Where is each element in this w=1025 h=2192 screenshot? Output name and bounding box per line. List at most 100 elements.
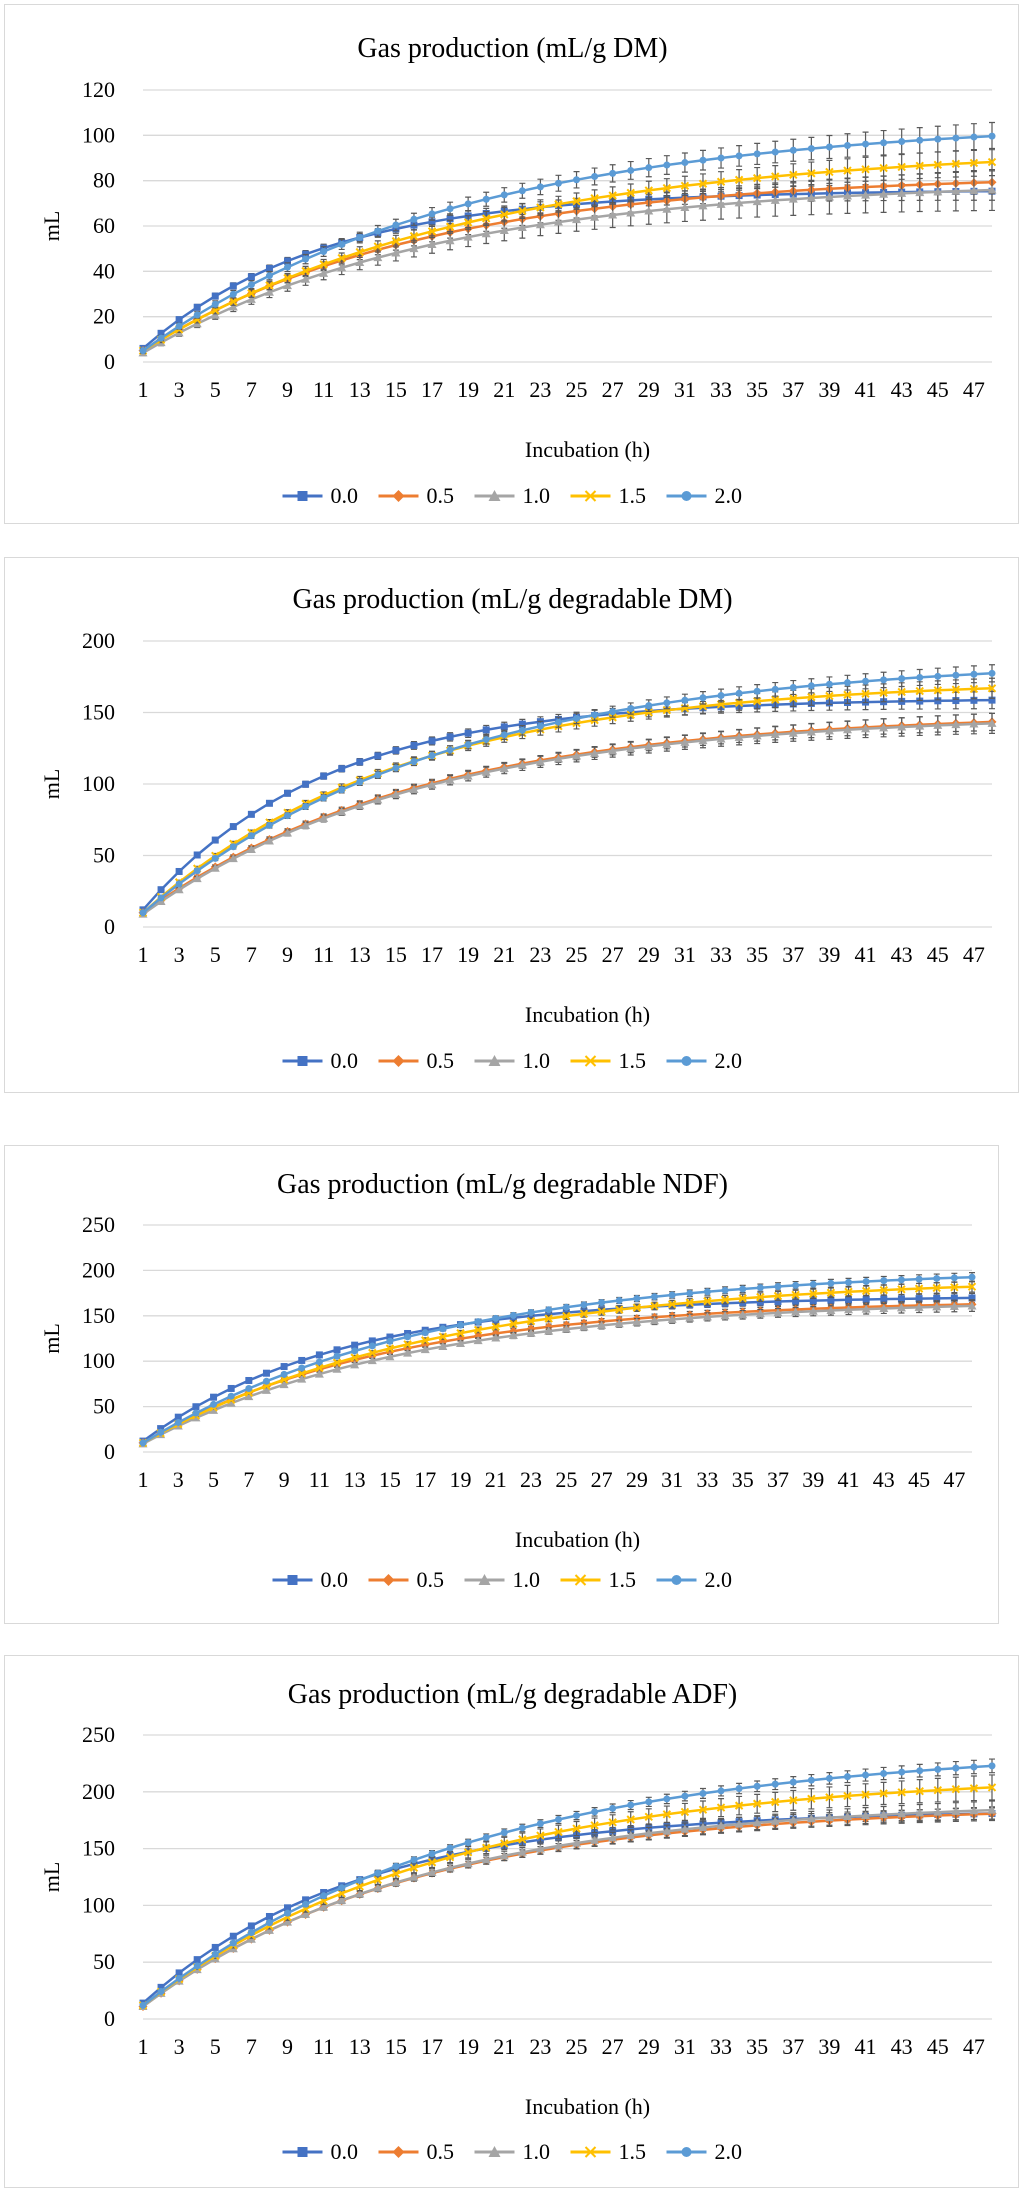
data-point [499, 763, 509, 772]
data-point [283, 281, 293, 290]
legend-label: 1.5 [619, 483, 647, 508]
x-tick-label: 5 [210, 942, 221, 967]
data-point [210, 1400, 218, 1408]
chart-panel-2: Gas production (mL/g degradable DM) 0 50 10… [4, 557, 1019, 1093]
x-tick-label: 9 [282, 2034, 293, 2059]
y-tick-label: 50 [93, 1949, 115, 1974]
data-point [302, 1896, 310, 1904]
data-point [446, 215, 454, 223]
series-1.5 [138, 1774, 997, 2010]
data-point [770, 195, 780, 204]
data-point [332, 1364, 342, 1373]
data-point [373, 1875, 383, 1885]
data-point [897, 687, 906, 697]
data-point [827, 1296, 835, 1304]
data-point [175, 316, 183, 324]
data-point [428, 752, 436, 760]
data-point [264, 287, 274, 296]
x-tick-label: 1 [138, 377, 149, 402]
legend-label: 0.5 [427, 2139, 455, 2164]
x-tick-label: 43 [891, 377, 913, 402]
x-tick-label: 33 [710, 377, 732, 402]
data-point [789, 694, 798, 703]
data-point [279, 1380, 289, 1389]
data-point [211, 300, 219, 308]
data-point [573, 714, 581, 722]
data-point [662, 1810, 672, 1819]
data-point [368, 1348, 377, 1358]
x-tick-label: 25 [566, 942, 588, 967]
data-point [368, 1342, 376, 1350]
x-tick-label: 3 [173, 1467, 184, 1492]
x-tick-label: 35 [746, 377, 768, 402]
y-tick-label: 20 [93, 304, 115, 329]
data-point [245, 1376, 253, 1384]
data-point [446, 205, 454, 213]
data-point [934, 1765, 942, 1773]
data-point [861, 1304, 871, 1313]
series-line [142, 1808, 993, 2008]
data-point [211, 1950, 219, 1958]
data-point [969, 684, 979, 694]
data-point [897, 1285, 906, 1294]
data-point [703, 1296, 712, 1306]
data-point [509, 1311, 517, 1319]
legend-marker [681, 1056, 692, 1066]
data-point [157, 894, 165, 902]
legend-label: 0.0 [331, 483, 359, 508]
data-point [933, 187, 943, 196]
data-point [573, 176, 581, 184]
data-point [351, 1341, 359, 1349]
data-point [473, 1325, 483, 1335]
legend-marker [584, 1055, 597, 1067]
y-tick-label: 0 [104, 349, 115, 374]
data-point [554, 200, 563, 209]
legend-label: 1.5 [619, 2139, 647, 2164]
data-point [410, 758, 418, 766]
x-axis-label: Incubation (h) [525, 437, 650, 462]
data-point [409, 244, 419, 253]
data-point [879, 1810, 889, 1819]
x-tick-label: 47 [943, 1467, 965, 1492]
data-point [752, 173, 762, 183]
data-point [572, 751, 582, 760]
data-point [464, 200, 472, 208]
data-point [897, 1788, 906, 1797]
data-point [950, 1283, 959, 1292]
data-point [717, 1787, 725, 1795]
data-point [246, 844, 256, 853]
data-point [210, 1393, 218, 1401]
data-point [680, 737, 690, 746]
data-point [771, 1780, 779, 1788]
data-point [952, 1764, 960, 1772]
data-point [880, 139, 888, 147]
data-point [897, 1809, 907, 1818]
data-point [554, 718, 562, 726]
data-point [608, 746, 618, 755]
data-point [284, 257, 292, 265]
data-point [685, 1298, 694, 1307]
x-tick-label: 27 [602, 942, 624, 967]
data-point [482, 726, 490, 734]
data-point [315, 1358, 323, 1366]
data-point [427, 1858, 437, 1867]
legend-label: 1.0 [523, 1048, 551, 1073]
data-point [301, 820, 311, 829]
data-point [297, 1369, 306, 1378]
x-tick-label: 31 [674, 942, 696, 967]
data-point [615, 1305, 624, 1314]
data-point [227, 1384, 235, 1392]
data-point [752, 1818, 762, 1827]
data-point [663, 1795, 671, 1803]
series-line [142, 1764, 993, 2007]
data-point [662, 739, 672, 748]
y-tick-label: 40 [93, 258, 115, 283]
y-tick-label: 200 [82, 1779, 115, 1804]
data-point [445, 775, 455, 784]
data-point [264, 836, 274, 845]
legend-label: 2.0 [705, 1567, 733, 1592]
data-point [667, 1300, 677, 1309]
data-point [645, 1798, 653, 1806]
data-point [663, 161, 671, 169]
data-point [385, 1352, 395, 1361]
